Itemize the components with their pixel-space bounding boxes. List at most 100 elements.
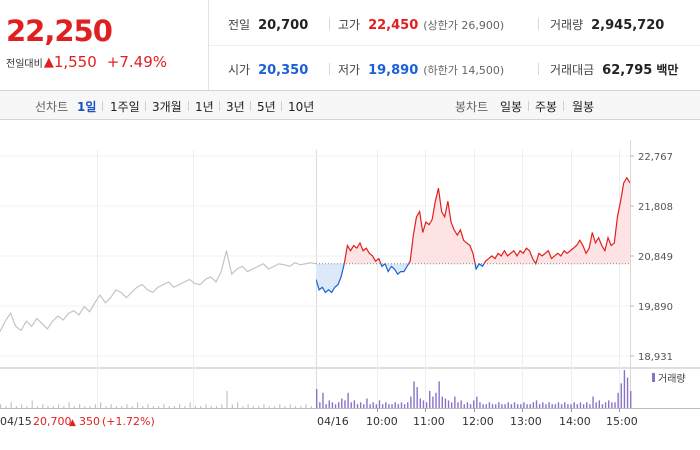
volume-bar-today [488,402,491,408]
volume-bar-today [337,402,340,408]
volume-bar-prev [15,406,17,408]
stat-amount: 거래대금 62,795 백만 [550,61,678,78]
volume-bar-prev [258,406,260,408]
volume-bar-prev [205,404,207,408]
period-separator [145,101,146,111]
y-tick-label: 18,931 [638,352,673,363]
volume-legend-label: 거래량 [658,373,686,385]
volume-bar-today [567,404,569,408]
stat-prev-close: 전일 20,700 [228,16,308,33]
period-5year[interactable]: 5년 [257,100,276,114]
volume-bar-today [551,404,553,408]
volume-bar-today [595,402,597,408]
x-tick-label: 04/16 [317,415,349,428]
volume-bar-today [400,402,403,408]
volume-bar-prev [221,404,223,408]
volume-bar-prev [194,406,197,408]
volume-bar-today [620,383,622,408]
volume-bar-today [457,402,459,408]
volume-bar-today [454,396,456,408]
volume-bar-prev [289,404,291,408]
volume-bar-prev [168,406,170,408]
volume-bar-today [510,404,513,408]
stat-separator [538,63,539,75]
volume-bar-today [353,400,356,408]
volume-bar-today [545,404,547,408]
volume-bar-prev [200,406,202,408]
stat-open: 시가 20,350 [228,61,308,78]
volume-bar-today [432,396,434,408]
volume-bar-today [513,402,516,408]
change-label: 전일대비 [6,58,43,70]
volume-bar-today [498,402,500,408]
candle-daily[interactable]: 일봉 [500,100,523,114]
period-10year[interactable]: 10년 [288,100,315,114]
volume-bar-today [473,400,475,408]
volume-bar-today [494,404,497,408]
candle-chart-label: 봉차트 [455,100,489,114]
stat-value: 20,700 [258,18,309,33]
period-3year[interactable]: 3년 [226,100,245,114]
volume-bar-today [388,404,390,408]
volume-bar-prev [142,406,144,408]
volume-bar-today [611,402,613,408]
x-tick-label: 10:00 [366,415,398,428]
volume-bar-today [403,404,406,408]
volume-bar-today [319,402,321,408]
y-tick-label: 19,890 [638,302,673,313]
volume-bar-prev [52,406,54,408]
candle-monthly[interactable]: 월봉 [572,100,595,114]
volume-bar-today [579,402,582,408]
volume-bar-today [532,402,535,408]
volume-bar-today [344,400,346,408]
period-1week[interactable]: 1주일 [110,100,140,114]
volume-bar-today [542,402,544,408]
period-1year[interactable]: 1년 [195,100,214,114]
period-separator [250,101,251,111]
volume-legend-swatch [652,373,655,382]
volume-bar-today [460,400,462,408]
volume-bar-prev [94,404,96,408]
volume-bar-today [322,392,324,408]
y-tick-label: 20,849 [638,252,673,263]
period-separator [528,101,529,111]
volume-bar-today [538,404,541,408]
volume-bar-prev [57,404,60,408]
volume-bar-today [573,402,575,408]
stat-label: 시가 [228,63,251,77]
volume-bar-prev [73,406,75,408]
up-arrow-icon: ▲ [43,54,54,70]
stat-value: 22,450 [368,18,419,33]
volume-bar-prev [242,406,244,408]
volume-bar-prev [305,404,307,408]
volume-bar-today [341,398,343,408]
series-prev-day [0,250,317,332]
volume-bar-prev [279,404,281,408]
volume-bar-today [617,392,619,408]
volume-bar-prev [79,404,81,408]
change-percent: +7.49% [106,53,167,71]
volume-bar-today [485,404,487,408]
volume-bar-today [356,404,359,408]
volume-bar-prev [263,404,265,408]
volume-bar-today [463,404,465,408]
volume-bar-today [347,392,349,408]
period-3month[interactable]: 3개월 [152,100,182,114]
volume-bar-prev [89,406,91,408]
candle-weekly[interactable]: 주봉 [535,100,558,114]
volume-bar-prev [189,402,191,408]
volume-bar-today [378,400,381,408]
volume-bar-prev [173,406,175,408]
stat-label: 고가 [338,18,361,32]
volume-bar-today [576,404,579,408]
volume-bar-today [526,404,528,408]
volume-bar-prev [136,402,139,408]
prev-day-caption-price: 20,700 [33,415,72,428]
volume-bar-prev [131,406,133,408]
volume-bar-prev [215,406,218,408]
stat-separator [329,18,330,30]
up-area-fill [316,177,630,264]
volume-bar-prev [36,406,39,408]
volume-bar-prev [294,406,297,408]
period-1day[interactable]: 1일 [77,100,97,114]
